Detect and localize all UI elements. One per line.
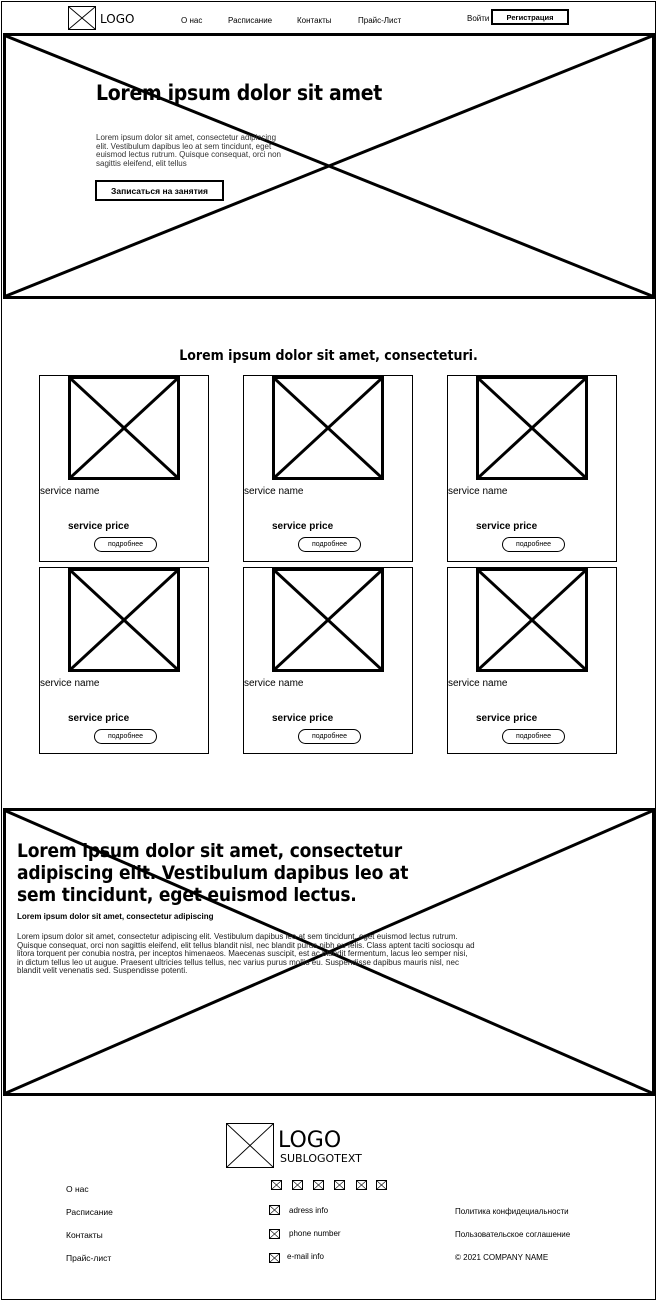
service-image: [272, 568, 384, 672]
footer-sublogo-text: SUBLOGOTEXT: [280, 1152, 362, 1165]
social-icon[interactable]: [313, 1180, 324, 1190]
privacy-policy-link[interactable]: Политика конфидециальности: [455, 1207, 569, 1216]
nav-item-about[interactable]: О нас: [181, 16, 203, 25]
service-name: service name: [244, 486, 304, 497]
footer-nav-contacts[interactable]: Контакты: [66, 1230, 103, 1240]
about-title: Lorem ipsum dolor sit amet, consectetur …: [17, 840, 409, 906]
service-price: service price: [68, 521, 130, 532]
social-icon[interactable]: [334, 1180, 345, 1190]
signup-class-button[interactable]: Записаться на занятия: [95, 180, 224, 201]
social-icon[interactable]: [271, 1180, 282, 1190]
service-image: [476, 376, 588, 480]
service-card[interactable]: service name service price подробнее: [447, 375, 617, 562]
nav-item-contacts[interactable]: Контакты: [297, 16, 332, 25]
service-price: service price: [272, 713, 334, 724]
service-name: service name: [244, 678, 304, 689]
email-icon: [269, 1253, 280, 1263]
social-icon[interactable]: [292, 1180, 303, 1190]
email-info[interactable]: e-mail info: [287, 1252, 324, 1261]
service-more-button[interactable]: подробнее: [298, 537, 361, 552]
service-image: [68, 568, 180, 672]
service-more-button[interactable]: подробнее: [298, 729, 361, 744]
footer-logo-text: LOGO: [278, 1128, 342, 1153]
service-price: service price: [68, 713, 130, 724]
service-name: service name: [40, 678, 100, 689]
service-card[interactable]: service name service price подробнее: [243, 375, 413, 562]
service-name: service name: [448, 678, 508, 689]
about-subtitle: Lorem ipsum dolor sit amet, consectetur …: [17, 912, 214, 921]
address-icon: [269, 1205, 280, 1215]
copyright-text: © 2021 COMPANY NAME: [455, 1253, 549, 1262]
service-image: [272, 376, 384, 480]
user-agreement-link[interactable]: Пользовательское соглашение: [455, 1230, 571, 1239]
register-button[interactable]: Регистрация: [491, 9, 569, 25]
phone-icon: [269, 1229, 280, 1239]
login-link[interactable]: Войти: [467, 14, 490, 23]
service-more-button[interactable]: подробнее: [94, 729, 157, 744]
hero-title: Lorem ipsum dolor sit amet: [96, 81, 383, 105]
social-icon[interactable]: [376, 1180, 387, 1190]
hero-banner-image: [3, 33, 655, 299]
address-info: adress info: [289, 1206, 329, 1215]
footer-nav-pricelist[interactable]: Прайс-лист: [66, 1253, 112, 1263]
social-icon[interactable]: [356, 1180, 367, 1190]
service-more-button[interactable]: подробнее: [502, 537, 565, 552]
service-price: service price: [476, 713, 538, 724]
phone-number: phone number: [289, 1229, 341, 1238]
service-image: [68, 376, 180, 480]
services-title: Lorem ipsum dolor sit amet, consecteturi…: [179, 348, 478, 364]
header-logo-text[interactable]: LOGO: [100, 12, 135, 26]
about-banner-image: [3, 808, 655, 1096]
service-name: service name: [40, 486, 100, 497]
service-more-button[interactable]: подробнее: [502, 729, 565, 744]
service-price: service price: [476, 521, 538, 532]
header-logo-icon[interactable]: [68, 6, 96, 30]
service-card[interactable]: service name service price подробнее: [39, 375, 209, 562]
nav-item-schedule[interactable]: Расписание: [228, 16, 273, 25]
service-image: [476, 568, 588, 672]
service-name: service name: [448, 486, 508, 497]
footer-nav-about[interactable]: О нас: [66, 1184, 89, 1194]
service-card[interactable]: service name service price подробнее: [243, 567, 413, 754]
nav-item-pricelist[interactable]: Прайс-Лист: [358, 16, 402, 25]
service-card[interactable]: service name service price подробнее: [39, 567, 209, 754]
footer-logo-icon[interactable]: [226, 1123, 274, 1168]
about-text: Lorem ipsum dolor sit amet, consectetur …: [17, 932, 475, 976]
footer-nav-schedule[interactable]: Расписание: [66, 1207, 113, 1217]
service-card[interactable]: service name service price подробнее: [447, 567, 617, 754]
hero-text: Lorem ipsum dolor sit amet, consectetur …: [96, 133, 281, 168]
service-more-button[interactable]: подробнее: [94, 537, 157, 552]
service-price: service price: [272, 521, 334, 532]
